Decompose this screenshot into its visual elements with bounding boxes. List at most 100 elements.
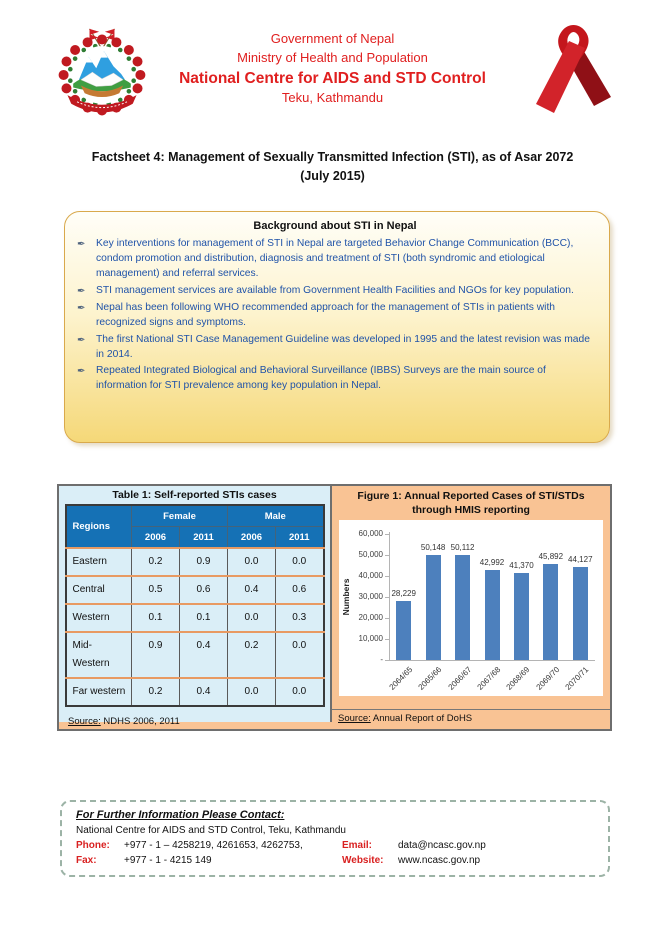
y-axis-tick-mark	[385, 555, 389, 557]
bar-value-label: 42,992	[479, 558, 505, 568]
bar-value-label: 44,127	[568, 555, 593, 565]
phone-value: +977 - 1 – 4258219, 4261653, 4262753,	[124, 840, 303, 851]
region-cell: Central	[65, 575, 132, 604]
bar	[513, 573, 529, 661]
region-cell: Mid- Western	[65, 631, 132, 678]
value-cell: 0.0	[227, 603, 276, 632]
data-section: Table 1: Self-reported STIs cases Region…	[57, 484, 612, 731]
table-header-regions: Regions	[65, 504, 132, 549]
table-panel: Table 1: Self-reported STIs cases Region…	[59, 486, 332, 727]
value-cell: 0.1	[131, 603, 180, 632]
pen-nib-icon: ✒	[77, 366, 86, 378]
y-axis-tick-mark	[385, 534, 389, 536]
fax-value: +977 - 1 - 4215 149	[124, 855, 212, 866]
y-axis-line	[389, 532, 390, 662]
value-cell: 0.2	[131, 547, 180, 576]
y-axis-tick-mark	[385, 618, 389, 620]
value-cell: 0.4	[179, 631, 228, 678]
y-axis-tick-label: 40,000	[358, 571, 383, 581]
x-axis-line	[389, 660, 595, 662]
value-cell: 0.6	[179, 575, 228, 604]
value-cell: 0.2	[227, 631, 276, 678]
bullet-text: Nepal has been following WHO recommended…	[96, 301, 556, 328]
table-subheader-2006-f: 2006	[131, 526, 180, 549]
aids-red-ribbon-icon	[526, 24, 621, 129]
document-title-line2: (July 2015)	[300, 169, 365, 184]
table-row: Central 0.5 0.6 0.4 0.6	[65, 575, 324, 604]
figure-source-text: Annual Report of DoHS	[370, 713, 473, 724]
value-cell: 0.0	[227, 677, 276, 706]
bullet-text: The first National STI Case Management G…	[96, 333, 590, 360]
fax-label: Fax:	[76, 855, 97, 866]
table-source-label: Source:	[68, 716, 101, 727]
value-cell: 0.0	[275, 631, 324, 678]
pen-nib-icon: ✒	[77, 285, 86, 297]
region-cell: Far western	[65, 677, 132, 706]
figure-title: Figure 1: Annual Reported Cases of STI/S…	[332, 486, 610, 517]
pen-nib-icon: ✒	[77, 302, 86, 314]
value-cell: 0.0	[275, 547, 324, 576]
nepal-coat-of-arms-icon	[54, 26, 150, 127]
bar	[543, 564, 559, 661]
contact-details: Phone: +977 - 1 – 4258219, 4261653, 4262…	[76, 840, 594, 866]
header-line-address: Teku, Kathmandu	[281, 90, 384, 106]
value-cell: 0.4	[227, 575, 276, 604]
value-cell: 0.4	[179, 677, 228, 706]
background-box-title: Background about STI in Nepal	[253, 220, 417, 232]
table-subheader-2006-m: 2006	[227, 526, 276, 549]
bar-value-label: 28,229	[391, 589, 416, 599]
figure-panel: Figure 1: Annual Reported Cases of STI/S…	[332, 486, 610, 729]
bar	[572, 567, 588, 661]
figure-source: Source: Annual Report of DoHS	[332, 709, 610, 729]
pen-nib-icon: ✒	[77, 239, 86, 250]
table-row: Mid- Western 0.9 0.4 0.2 0.0	[65, 631, 324, 678]
bar-value-label: 45,892	[538, 552, 564, 562]
value-cell: 0.0	[227, 547, 276, 576]
table-source-text: NDHS 2006, 2011	[100, 716, 180, 727]
background-bullet: ✒ The first National STI Case Management …	[77, 333, 593, 363]
document-title-line1: Factsheet 4: Management of Sexually Tran…	[91, 150, 574, 164]
background-box: Background about STI in Nepal ✒ Key inter…	[64, 211, 610, 443]
table-subheader-2011-m: 2011	[275, 526, 324, 549]
table-row: Western 0.1 0.1 0.0 0.3	[65, 603, 324, 632]
bar	[396, 601, 412, 661]
website-label: Website:	[342, 855, 384, 866]
header-line-ministry: Ministry of Health and Population	[237, 49, 428, 65]
value-cell: 0.1	[179, 603, 228, 632]
value-cell: 0.3	[275, 603, 324, 632]
value-cell: 0.0	[275, 677, 324, 706]
y-axis-tick-mark	[385, 660, 389, 662]
bar-value-label: 50,112	[450, 543, 475, 553]
table-header-female: Female	[131, 504, 228, 527]
background-bullet-list: ✒ Key interventions for management of STI…	[77, 237, 593, 394]
figure-source-label: Source:	[338, 713, 371, 724]
table-source: Source: NDHS 2006, 2011	[68, 716, 330, 727]
y-axis-tick-label: 50,000	[358, 550, 383, 560]
table-row: Far western 0.2 0.4 0.0 0.0	[65, 677, 324, 706]
figure-title-line2: through HMIS reporting	[412, 503, 530, 516]
background-bullet: ✒ STI management services are available f…	[77, 284, 593, 299]
table-row: Eastern 0.2 0.9 0.0 0.0	[65, 547, 324, 576]
bullet-text: Key interventions for management of STI …	[96, 238, 574, 279]
contact-organization: National Centre for AIDS and STD Control…	[76, 825, 346, 836]
y-axis-tick-mark	[385, 639, 389, 641]
phone-label: Phone:	[76, 840, 110, 851]
background-bullet: ✒ Nepal has been following WHO recommende…	[77, 301, 593, 331]
bar-chart: Numbers 60,000 50,000 40,000 30,000 20,000 10…	[339, 520, 603, 697]
y-axis-tick-label: 10,000	[358, 634, 383, 644]
table-title: Table 1: Self-reported STIs cases	[112, 489, 277, 501]
value-cell: 0.6	[275, 575, 324, 604]
y-axis-tick-label: 20,000	[358, 613, 383, 623]
header-line-government: Government of Nepal	[270, 31, 395, 46]
region-cell: Western	[65, 603, 132, 632]
table-header-male: Male	[227, 504, 324, 527]
value-cell: 0.9	[179, 547, 228, 576]
header-line-ncasc: National Centre for AIDS and STD Control	[179, 69, 486, 87]
document-title: Factsheet 4: Management of Sexually Tran…	[30, 148, 635, 187]
bar	[455, 555, 471, 661]
bar	[484, 570, 500, 661]
value-cell: 0.5	[131, 575, 180, 604]
y-axis-tick-label: 30,000	[358, 592, 383, 602]
y-axis-tick-label: -	[380, 655, 383, 665]
